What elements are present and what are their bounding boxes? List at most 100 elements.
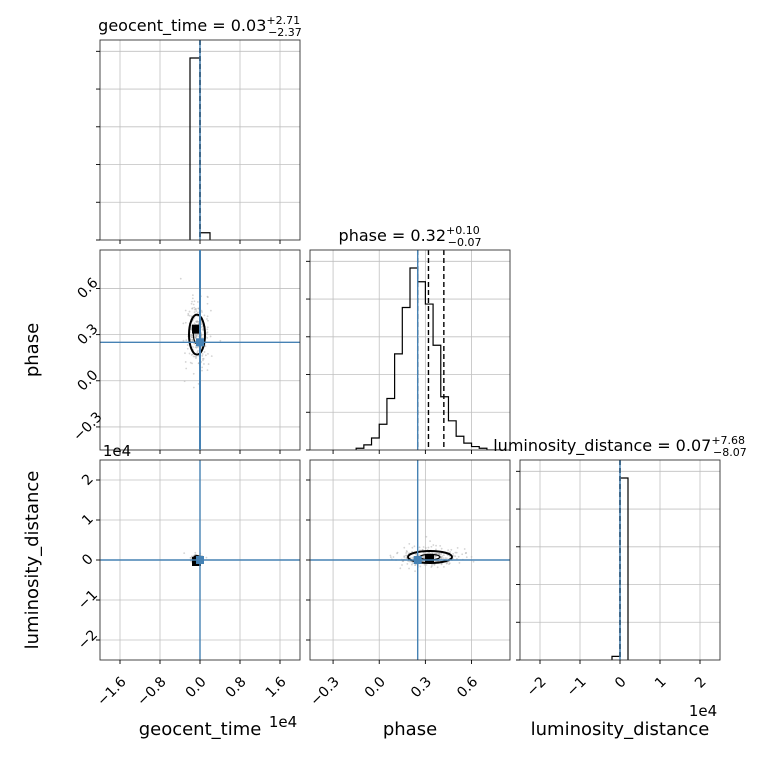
contour [188,313,206,356]
offset-text-geocent_time: 1e4 [269,713,297,731]
y-tick-label: −2 [75,627,101,653]
sample-point [430,545,433,548]
sample-point [195,310,198,312]
sample-point [186,347,189,350]
sample-point [463,548,466,550]
sample-point [200,326,203,328]
x-tick-label: 0.3 [408,674,435,701]
sample-point [194,355,197,358]
sample-point [206,331,209,334]
x-tick-label: −0.3 [307,674,342,709]
sample-point [201,354,204,357]
sample-point [411,562,414,564]
y-tick-label: 0 [79,551,97,569]
sample-point [182,322,185,325]
sample-point [454,555,457,558]
sample-point [219,339,222,342]
sample-point [414,553,417,556]
sample-point [190,334,193,337]
sample-point [188,310,191,313]
sample-point [413,545,416,548]
sample-point [195,321,198,323]
density-core [192,324,201,334]
x-tick-label: 2 [692,674,710,692]
y-tick-label: 0.6 [74,275,101,302]
sample-point [191,300,193,303]
sample-point [191,362,193,365]
sample-point [429,540,432,543]
sample-point [202,328,204,331]
sample-point [445,557,448,560]
y-tick-label: 0.0 [74,367,101,394]
x-tick-label: 0.0 [362,674,389,701]
sample-point [203,314,206,317]
x-axis-label-phase: phase [383,719,437,740]
sample-point [422,546,425,548]
x-tick-label: −1.6 [94,674,129,709]
x-tick-label: 1.6 [263,674,290,701]
sample-point [193,322,196,325]
sample-point [465,556,468,559]
sample-point [203,351,206,353]
sample-point [193,333,196,336]
sample-point [472,560,475,563]
sample-point [405,554,408,557]
sample-point [439,544,442,547]
x-tick-label: −1 [564,674,590,700]
offset-text-luminosity_distance-y: 1e4 [103,442,131,460]
sample-point [187,314,190,317]
y-axis-label-luminosity_distance: luminosity_distance [22,471,43,650]
sample-point [431,563,433,566]
sample-point [206,328,209,331]
sample-point [406,563,409,565]
sample-point [200,309,203,312]
sample-point [193,306,196,309]
x-tick-label: 0.8 [223,674,250,701]
truth-marker [196,556,204,564]
sample-point [433,563,436,566]
sample-point [204,345,207,347]
sample-point [450,548,453,551]
sample-point [456,557,458,560]
sample-point [424,547,427,549]
sample-point [410,563,413,566]
sample-point [202,359,204,362]
sample-point [185,339,188,342]
sample-point [193,342,196,345]
sample-point [191,294,194,297]
sample-point [192,386,195,389]
y-tick-label: −1 [75,587,101,613]
sample-point [396,551,399,554]
sample-point [194,307,197,310]
sample-point [206,315,209,318]
sample-point [425,535,428,538]
sample-point [414,570,416,573]
sample-point [442,566,445,568]
sample-point [190,324,193,327]
sample-point [184,321,187,324]
sample-point [405,556,408,559]
sample-point [201,353,204,355]
sample-point [392,556,395,558]
sample-point [206,326,209,329]
sample-point [435,548,437,551]
sample-point [190,560,193,563]
sample-point [190,336,193,339]
sample-point [442,554,445,557]
sample-point [192,346,194,348]
sample-point [190,302,193,305]
sample-point [207,363,210,365]
x-tick-label: 0.6 [454,674,481,701]
sample-point [206,302,209,305]
sample-point [201,366,204,369]
sample-point [194,551,197,554]
y-axis-label-phase: phase [22,323,43,377]
sample-point [201,311,203,313]
sample-point [194,346,197,349]
x-tick-label: −0.8 [134,674,169,709]
x-axis-label-geocent_time: geocent_time [139,719,262,740]
sample-point [192,340,194,343]
sample-point [449,551,452,553]
sample-point [448,562,451,565]
x-tick-label: 1 [652,674,670,692]
